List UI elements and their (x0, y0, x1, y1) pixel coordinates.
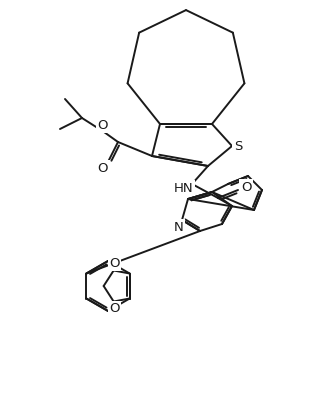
Text: HN: HN (174, 182, 194, 195)
Text: O: O (98, 162, 108, 175)
Text: O: O (98, 119, 108, 132)
Text: O: O (109, 302, 120, 315)
Text: N: N (174, 221, 184, 234)
Text: O: O (109, 257, 120, 270)
Text: S: S (234, 139, 242, 152)
Text: O: O (241, 180, 251, 193)
